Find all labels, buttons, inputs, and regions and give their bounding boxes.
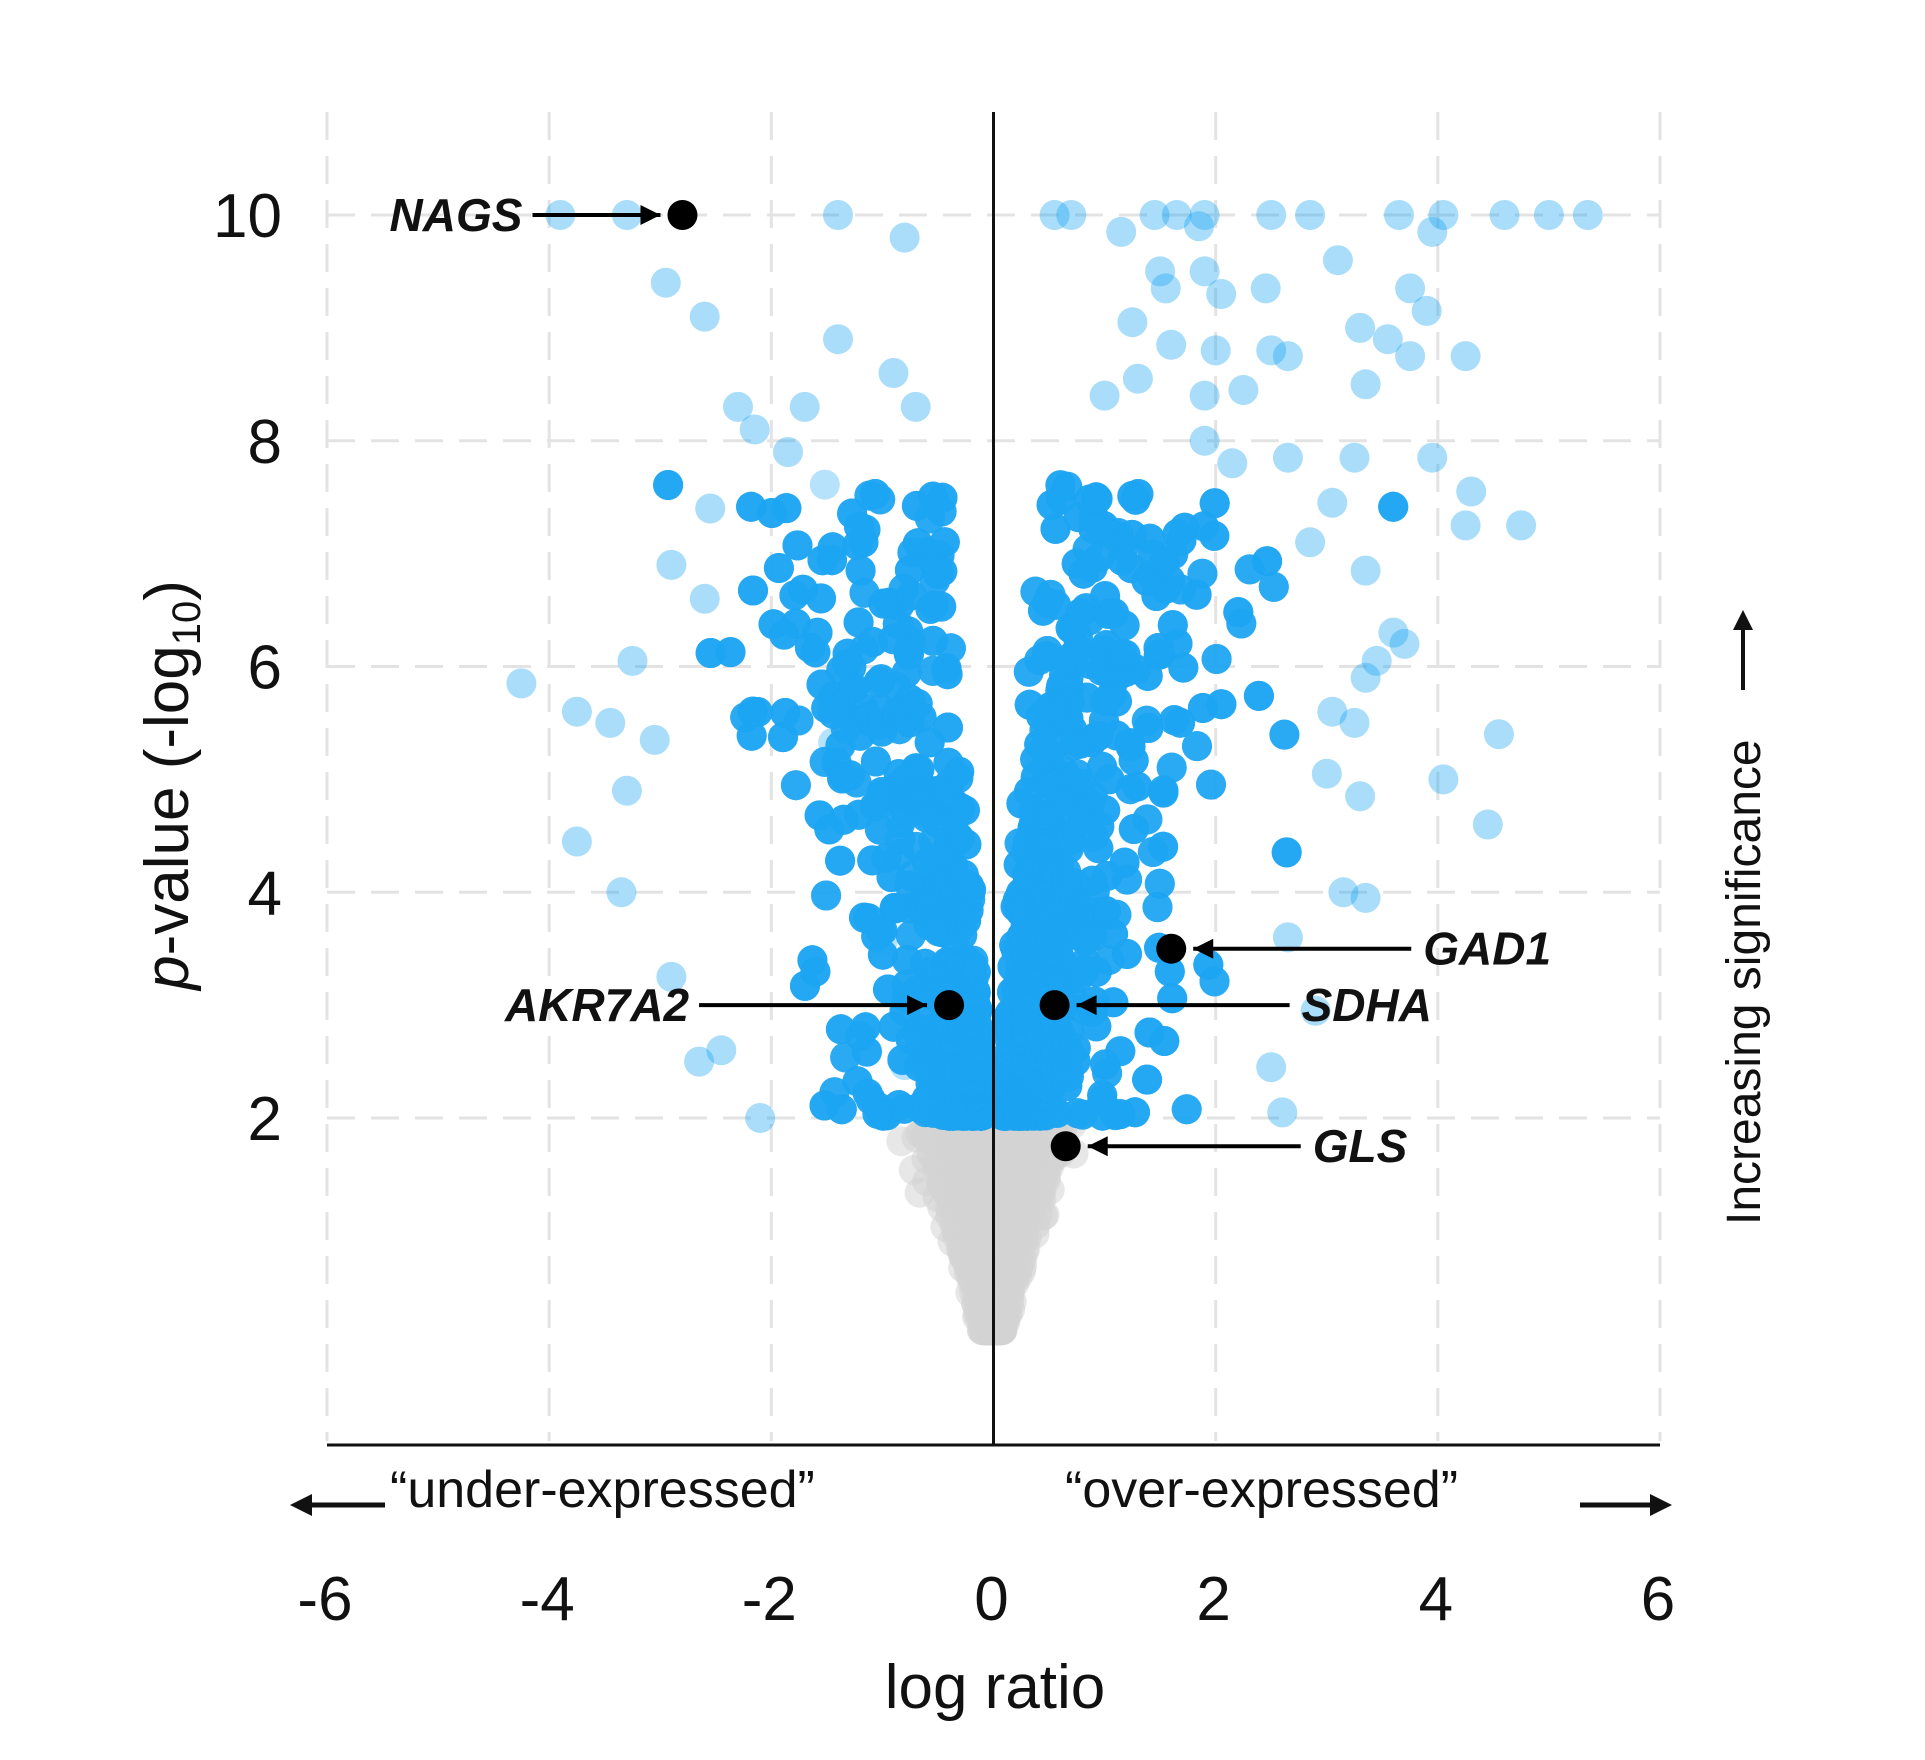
not-significant-points: [886, 1105, 1089, 1346]
